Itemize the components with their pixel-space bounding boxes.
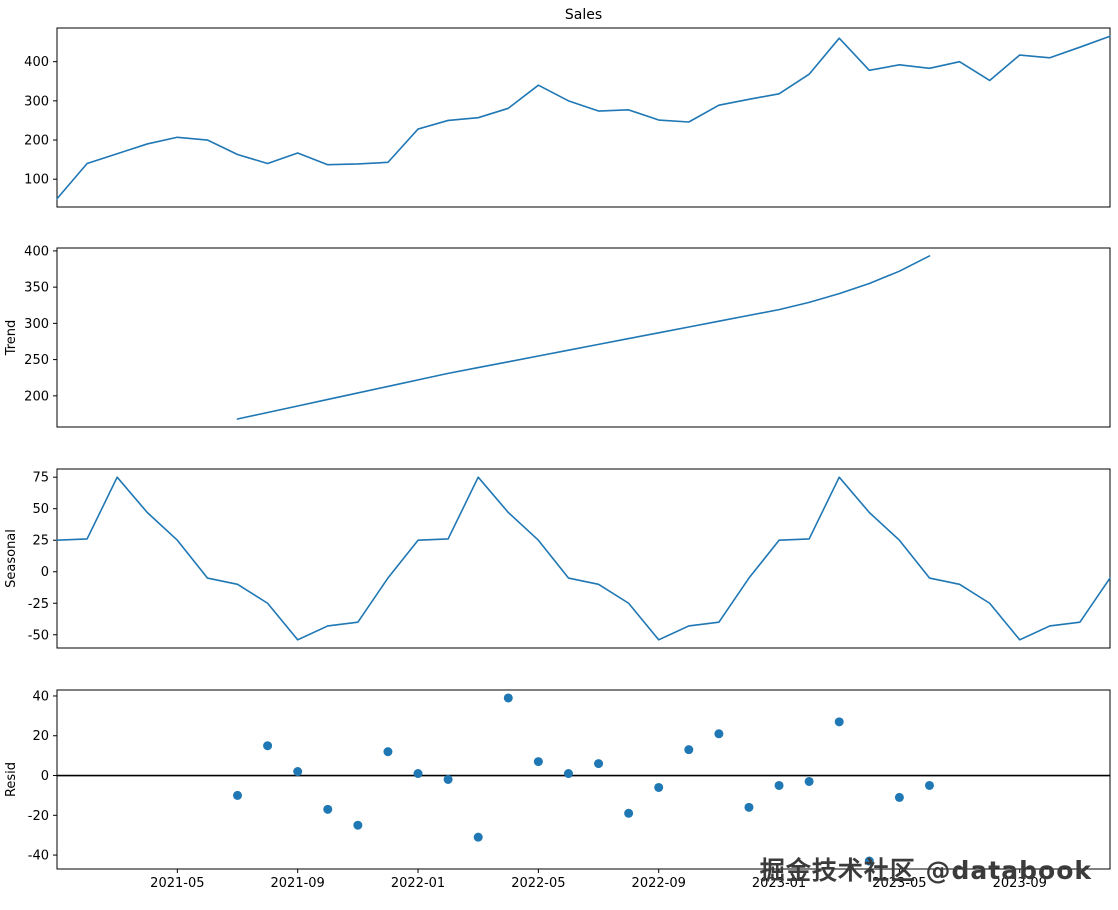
series-line bbox=[236, 255, 931, 420]
y-tick-label: 25 bbox=[32, 534, 49, 549]
y-tick-label: 50 bbox=[32, 502, 49, 517]
y-tick-label: 40 bbox=[32, 689, 49, 704]
panel-seasonal: -50 -25 0 25 50 75 Seasonal bbox=[4, 468, 1111, 649]
y-tick-label: -50 bbox=[28, 628, 49, 643]
data-point bbox=[563, 769, 573, 779]
data-point bbox=[263, 741, 273, 751]
y-tick-label: -40 bbox=[28, 849, 49, 864]
data-point bbox=[654, 782, 664, 792]
x-tick-label: 2022-05 bbox=[511, 876, 565, 891]
y-tick-label: -20 bbox=[28, 809, 49, 824]
y-tick-label: 350 bbox=[24, 281, 49, 296]
data-point bbox=[443, 775, 453, 784]
y-tick-label: 100 bbox=[24, 173, 49, 188]
x-tick-label: 2021-05 bbox=[150, 876, 204, 891]
data-point bbox=[684, 745, 694, 755]
x-tick-label: 2023-05 bbox=[872, 876, 926, 891]
data-point bbox=[864, 856, 874, 866]
panel-title: Sales bbox=[565, 7, 602, 23]
data-point bbox=[894, 792, 904, 802]
panel-trend: 200 250 300 350 400 Trend bbox=[4, 244, 1111, 428]
data-point bbox=[804, 776, 814, 786]
x-axis-labels: 2021-05 2021-09 2022-01 2022-05 2022-09 2023-… bbox=[150, 876, 1047, 891]
data-point bbox=[413, 769, 423, 779]
data-point bbox=[744, 802, 754, 812]
y-tick-label: 300 bbox=[24, 317, 49, 332]
data-point bbox=[383, 747, 393, 757]
y-tick-label: -25 bbox=[28, 597, 49, 612]
panel-border bbox=[56, 689, 1111, 870]
data-point bbox=[533, 757, 543, 767]
y-tick-label: 200 bbox=[24, 134, 49, 149]
data-point bbox=[293, 767, 303, 777]
data-point bbox=[473, 832, 483, 842]
y-tick-label: 250 bbox=[24, 353, 49, 368]
series-line bbox=[56, 35, 1111, 200]
y-tick-label: 400 bbox=[24, 55, 49, 70]
y-tick-label: 20 bbox=[32, 729, 49, 744]
panel-sales: 100 200 300 400 Sales bbox=[24, 7, 1111, 208]
data-point bbox=[503, 693, 513, 703]
x-tick-label: 2021-09 bbox=[271, 876, 325, 891]
data-point bbox=[594, 759, 604, 769]
data-point bbox=[624, 808, 634, 818]
y-axis-label: Trend bbox=[4, 320, 19, 357]
data-point bbox=[834, 717, 844, 727]
data-point bbox=[774, 780, 784, 790]
data-point bbox=[714, 729, 724, 739]
y-tick-label: 300 bbox=[24, 94, 49, 109]
x-tick-label: 2023-09 bbox=[993, 876, 1047, 891]
panel-border bbox=[56, 468, 1111, 649]
y-tick-label: 400 bbox=[24, 244, 49, 259]
data-point bbox=[323, 804, 333, 814]
y-tick-label: 0 bbox=[41, 565, 49, 580]
data-point bbox=[353, 820, 363, 830]
panel-border bbox=[56, 27, 1111, 208]
series-line bbox=[56, 476, 1111, 641]
y-axis-label: Resid bbox=[4, 762, 19, 797]
y-axis-label: Seasonal bbox=[4, 529, 19, 588]
data-point bbox=[233, 790, 243, 800]
y-tick-label: 0 bbox=[41, 769, 49, 784]
data-point bbox=[924, 780, 934, 790]
x-tick-label: 2023-01 bbox=[752, 876, 806, 891]
panel-border bbox=[56, 247, 1111, 428]
x-tick-label: 2022-01 bbox=[391, 876, 445, 891]
panel-resid: -40 -20 0 20 40 Resid bbox=[4, 689, 1111, 873]
x-tick-label: 2022-09 bbox=[632, 876, 686, 891]
y-tick-label: 75 bbox=[32, 471, 49, 486]
y-tick-label: 200 bbox=[24, 389, 49, 404]
